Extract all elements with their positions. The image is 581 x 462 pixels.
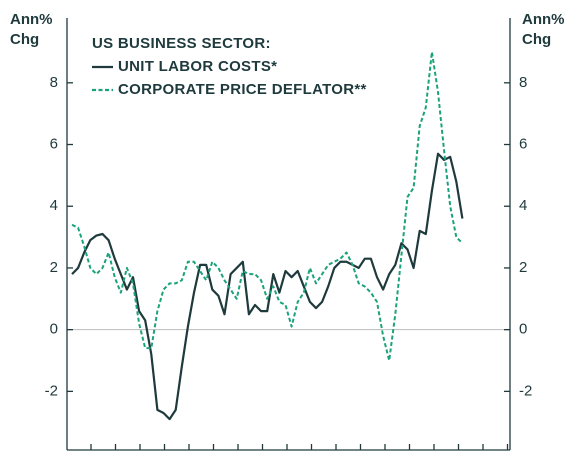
y2-tick-label: 4 bbox=[519, 197, 527, 214]
line-series bbox=[71, 50, 464, 362]
y2-tick-label: 8 bbox=[519, 74, 527, 91]
legend-label: UNIT LABOR COSTS* bbox=[118, 58, 277, 75]
y2-tick-label: 0 bbox=[519, 321, 527, 338]
y-tick-label: 6 bbox=[50, 135, 58, 152]
y-axis-label: Ann% bbox=[10, 11, 53, 28]
y2-axis-label: Ann% bbox=[522, 11, 565, 28]
y2-tick-label: -2 bbox=[519, 382, 532, 399]
y-tick-label: 8 bbox=[50, 74, 58, 91]
y2-tick-label: 2 bbox=[519, 259, 527, 276]
y-tick-label: 0 bbox=[50, 321, 58, 338]
legend-title: US BUSINESS SECTOR: bbox=[92, 35, 271, 52]
line-series bbox=[71, 152, 464, 421]
y2-tick-label: 6 bbox=[519, 135, 527, 152]
y-tick-label: -2 bbox=[45, 382, 58, 399]
y-axis-label: Chg bbox=[10, 31, 39, 48]
y2-axis-label: Chg bbox=[522, 31, 551, 48]
legend-label: CORPORATE PRICE DEFLATOR** bbox=[118, 81, 367, 98]
y-tick-label: 2 bbox=[50, 259, 58, 276]
y-tick-label: 4 bbox=[50, 197, 58, 214]
